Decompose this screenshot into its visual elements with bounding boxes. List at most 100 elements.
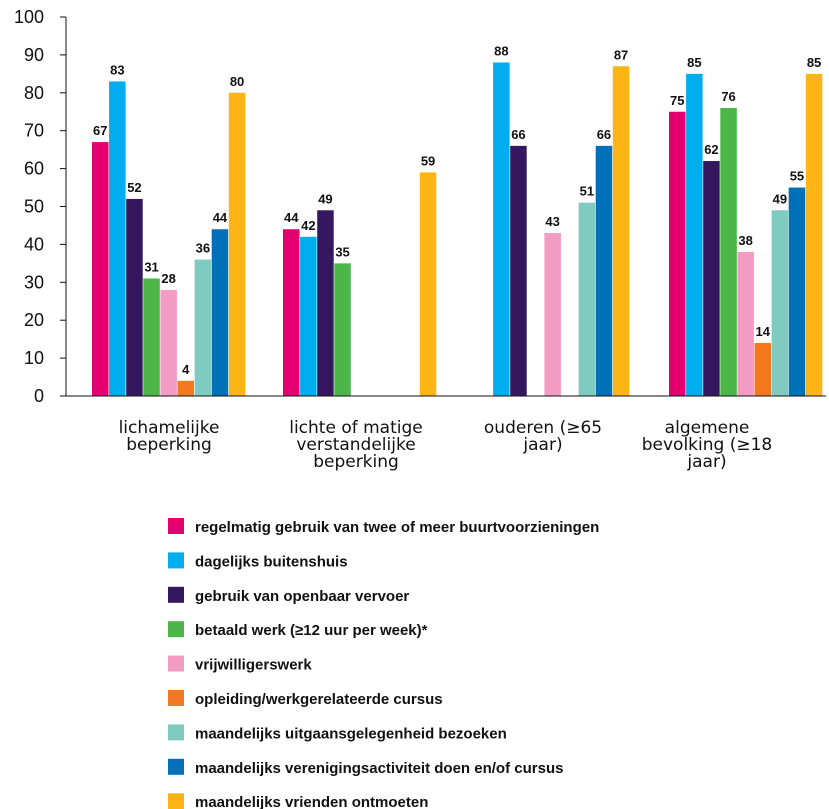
- bar: [211, 229, 229, 396]
- x-tick-label: beperking: [313, 452, 399, 472]
- data-label: 52: [127, 180, 141, 195]
- x-tick-label: ouderen (≥65: [484, 418, 602, 438]
- legend-swatch: [168, 655, 184, 672]
- legend-label: maandelijks verenigingsactiviteit doen e…: [195, 760, 563, 777]
- data-label: 88: [494, 43, 508, 58]
- legend-swatch: [168, 793, 184, 809]
- data-label: 31: [144, 260, 158, 275]
- bar: [737, 251, 754, 396]
- data-label: 42: [301, 218, 315, 233]
- data-label: 4: [182, 362, 190, 377]
- data-label: 55: [790, 169, 804, 184]
- data-label: 36: [196, 241, 210, 256]
- x-tick-label: beperking: [126, 435, 212, 455]
- legend-label: gebruik van openbaar vervoer: [195, 588, 409, 605]
- bar: [754, 342, 771, 396]
- bar: [126, 198, 143, 396]
- y-tick-label: 0: [34, 386, 44, 406]
- data-label: 44: [213, 210, 228, 225]
- legend-swatch: [168, 552, 184, 569]
- legend-label: dagelijks buitenshuis: [195, 553, 348, 570]
- bar: [669, 111, 686, 396]
- data-label: 59: [421, 153, 435, 168]
- bar: [177, 380, 194, 396]
- bar: [419, 172, 437, 396]
- y-tick-label: 90: [24, 45, 44, 65]
- bar: [160, 289, 177, 396]
- y-tick-label: 70: [24, 121, 44, 141]
- legend-swatch: [168, 690, 184, 706]
- legend-label: vrijwilligerswerk: [195, 657, 312, 674]
- legend-swatch: [168, 758, 184, 775]
- bar: [283, 229, 300, 396]
- bar: [92, 142, 109, 396]
- bar: [317, 210, 334, 396]
- legend-label: maandelijks uitgaansgelegenheid bezoeken: [195, 725, 507, 742]
- data-label: 85: [807, 55, 821, 70]
- bar: [686, 73, 703, 396]
- bar: [805, 73, 823, 396]
- data-label: 85: [687, 55, 701, 70]
- x-tick-label: lichte of matige: [289, 418, 423, 438]
- y-tick-label: 40: [24, 234, 44, 254]
- bar: [109, 81, 126, 397]
- x-tick-label: jaar): [686, 452, 726, 472]
- data-label: 14: [756, 324, 771, 339]
- data-label: 35: [335, 244, 349, 259]
- bar: [143, 278, 160, 396]
- bar: [771, 210, 789, 396]
- bar: [194, 259, 212, 396]
- legend-label: opleiding/werkgerelateerde cursus: [195, 691, 443, 708]
- bar: [493, 62, 510, 396]
- y-tick-label: 30: [24, 272, 44, 292]
- x-tick-label: algemene: [665, 418, 750, 438]
- legend-label: maandelijks vrienden ontmoeten: [195, 794, 428, 809]
- data-label: 87: [614, 47, 628, 62]
- y-tick-label: 20: [24, 310, 44, 330]
- data-label: 66: [597, 127, 611, 142]
- x-tick-label: bevolking (≥18: [642, 435, 772, 455]
- data-label: 28: [161, 271, 175, 286]
- y-tick-label: 10: [24, 348, 44, 368]
- data-label: 75: [670, 93, 684, 108]
- bar: [334, 263, 351, 396]
- legend-swatch: [168, 621, 184, 638]
- data-label: 62: [704, 142, 718, 157]
- y-tick-label: 50: [24, 197, 44, 217]
- legend-swatch: [168, 586, 184, 603]
- data-label: 66: [511, 127, 525, 142]
- bar: [510, 145, 527, 396]
- bar: [612, 66, 630, 397]
- x-tick-label: verstandelijke: [296, 435, 415, 455]
- data-label: 49: [318, 191, 332, 206]
- bar: [788, 187, 806, 396]
- bars: [92, 62, 823, 397]
- bar: [300, 236, 317, 396]
- data-label: 44: [284, 210, 299, 225]
- bar: [578, 202, 596, 396]
- data-label: 67: [93, 123, 107, 138]
- legend-label: regelmatig gebruik van twee of meer buur…: [195, 519, 599, 536]
- legend-label: betaald werk (≥12 uur per week)*: [195, 622, 428, 639]
- x-tick-label: jaar): [522, 435, 562, 455]
- data-label: 76: [721, 89, 735, 104]
- legend-swatch: [168, 518, 184, 534]
- legend-swatch: [168, 724, 184, 741]
- bar: [703, 161, 720, 396]
- bar: [544, 233, 561, 396]
- data-label: 83: [110, 62, 124, 77]
- bar: [228, 92, 246, 397]
- data-label: 51: [580, 184, 594, 199]
- x-tick-label: lichamelijke: [119, 418, 220, 438]
- y-axis: 0 10 20 30 40 50 60 70 80 90 100: [14, 7, 67, 406]
- bar: [720, 107, 737, 397]
- data-label: 43: [545, 214, 559, 229]
- y-tick-label: 60: [24, 159, 44, 179]
- data-label: 80: [230, 74, 244, 89]
- data-label: 49: [773, 191, 787, 206]
- data-label: 38: [738, 233, 752, 248]
- legend: regelmatig gebruik van twee of meer buur…: [168, 518, 599, 809]
- y-tick-label: 100: [14, 7, 44, 27]
